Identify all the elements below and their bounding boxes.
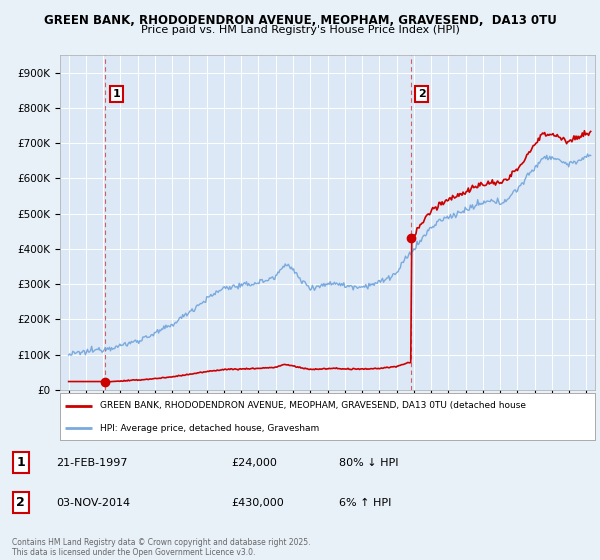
Text: GREEN BANK, RHODODENDRON AVENUE, MEOPHAM, GRAVESEND,  DA13 0TU: GREEN BANK, RHODODENDRON AVENUE, MEOPHAM… bbox=[44, 14, 556, 27]
Text: 2: 2 bbox=[16, 496, 25, 509]
Text: £24,000: £24,000 bbox=[232, 458, 278, 468]
Text: £430,000: £430,000 bbox=[232, 498, 284, 507]
Text: 1: 1 bbox=[16, 456, 25, 469]
Text: 1: 1 bbox=[112, 89, 120, 99]
Text: 03-NOV-2014: 03-NOV-2014 bbox=[56, 498, 131, 507]
Text: Price paid vs. HM Land Registry's House Price Index (HPI): Price paid vs. HM Land Registry's House … bbox=[140, 25, 460, 35]
Text: 2: 2 bbox=[418, 89, 425, 99]
Text: GREEN BANK, RHODODENDRON AVENUE, MEOPHAM, GRAVESEND, DA13 0TU (detached house: GREEN BANK, RHODODENDRON AVENUE, MEOPHAM… bbox=[100, 401, 526, 410]
Text: 6% ↑ HPI: 6% ↑ HPI bbox=[338, 498, 391, 507]
Text: 21-FEB-1997: 21-FEB-1997 bbox=[56, 458, 128, 468]
Text: HPI: Average price, detached house, Gravesham: HPI: Average price, detached house, Grav… bbox=[100, 424, 319, 433]
Text: Contains HM Land Registry data © Crown copyright and database right 2025.
This d: Contains HM Land Registry data © Crown c… bbox=[12, 538, 311, 557]
Text: 80% ↓ HPI: 80% ↓ HPI bbox=[338, 458, 398, 468]
